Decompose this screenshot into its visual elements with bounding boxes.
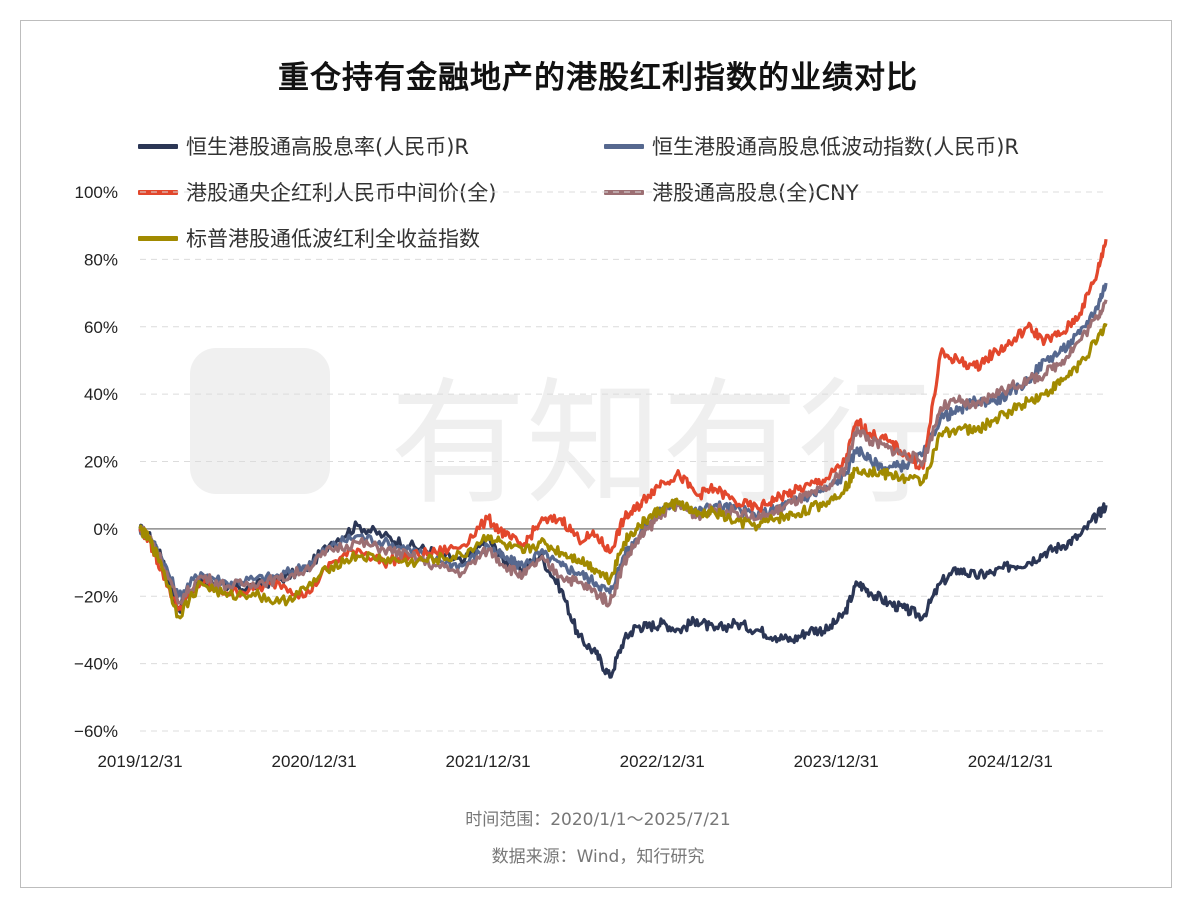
legend-swatch	[604, 143, 644, 149]
chart-title: 重仓持有金融地产的港股红利指数的业绩对比	[278, 60, 918, 96]
y-tick-label: 100%	[75, 183, 118, 202]
chart-frame	[20, 20, 1172, 888]
y-tick-label: 80%	[84, 250, 118, 269]
footer-time-range: 时间范围：2020/1/1～2025/7/21	[465, 810, 731, 830]
legend-item-high-dividend-cny: 港股通高股息(全)CNY	[604, 177, 859, 207]
watermark-text: 有知有行	[390, 366, 934, 524]
series-line-4	[138, 322, 1108, 620]
legend-label: 港股通高股息(全)CNY	[652, 181, 859, 205]
x-tick-label: 2023/12/31	[794, 752, 879, 771]
legend-label: 恒生港股通高股息低波动指数(人民币)R	[652, 135, 1019, 159]
legend-swatch	[138, 189, 178, 195]
x-tick-label: 2020/12/31	[272, 752, 357, 771]
y-tick-label: 40%	[84, 385, 118, 404]
legend-item-sp-low-vol: 标普港股通低波红利全收益指数	[138, 223, 480, 253]
watermark-logo-icon	[190, 348, 330, 494]
legend-item-soe-dividend: 港股通央企红利人民币中间价(全)	[138, 177, 496, 207]
series-line-0	[138, 502, 1108, 679]
legend-label: 标普港股通低波红利全收益指数	[186, 227, 480, 251]
x-tick-label: 2019/12/31	[97, 752, 182, 771]
y-tick-label: 20%	[84, 453, 118, 472]
x-tick-label: 2021/12/31	[446, 752, 531, 771]
x-tick-label: 2022/12/31	[620, 752, 705, 771]
legend-label: 港股通央企红利人民币中间价(全)	[186, 181, 497, 205]
y-tick-label: 60%	[84, 318, 118, 337]
y-tick-label: −20%	[74, 587, 118, 606]
legend-swatch	[138, 143, 178, 149]
y-tick-label: −60%	[74, 722, 118, 741]
watermark: 有知有行	[190, 348, 934, 524]
legend-item-hsi-low-vol: 恒生港股通高股息低波动指数(人民币)R	[604, 131, 1019, 161]
series-line-3	[139, 299, 1108, 608]
legend-label: 恒生港股通高股息率(人民币)R	[186, 135, 469, 159]
legend-swatch	[138, 235, 178, 241]
legend-item-hsi-high-dividend: 恒生港股通高股息率(人民币)R	[138, 131, 469, 161]
footer-source: 数据来源：Wind，知行研究	[491, 847, 705, 867]
y-tick-label: −40%	[74, 655, 118, 674]
x-tick-label: 2024/12/31	[968, 752, 1053, 771]
y-tick-label: 0%	[93, 520, 118, 539]
